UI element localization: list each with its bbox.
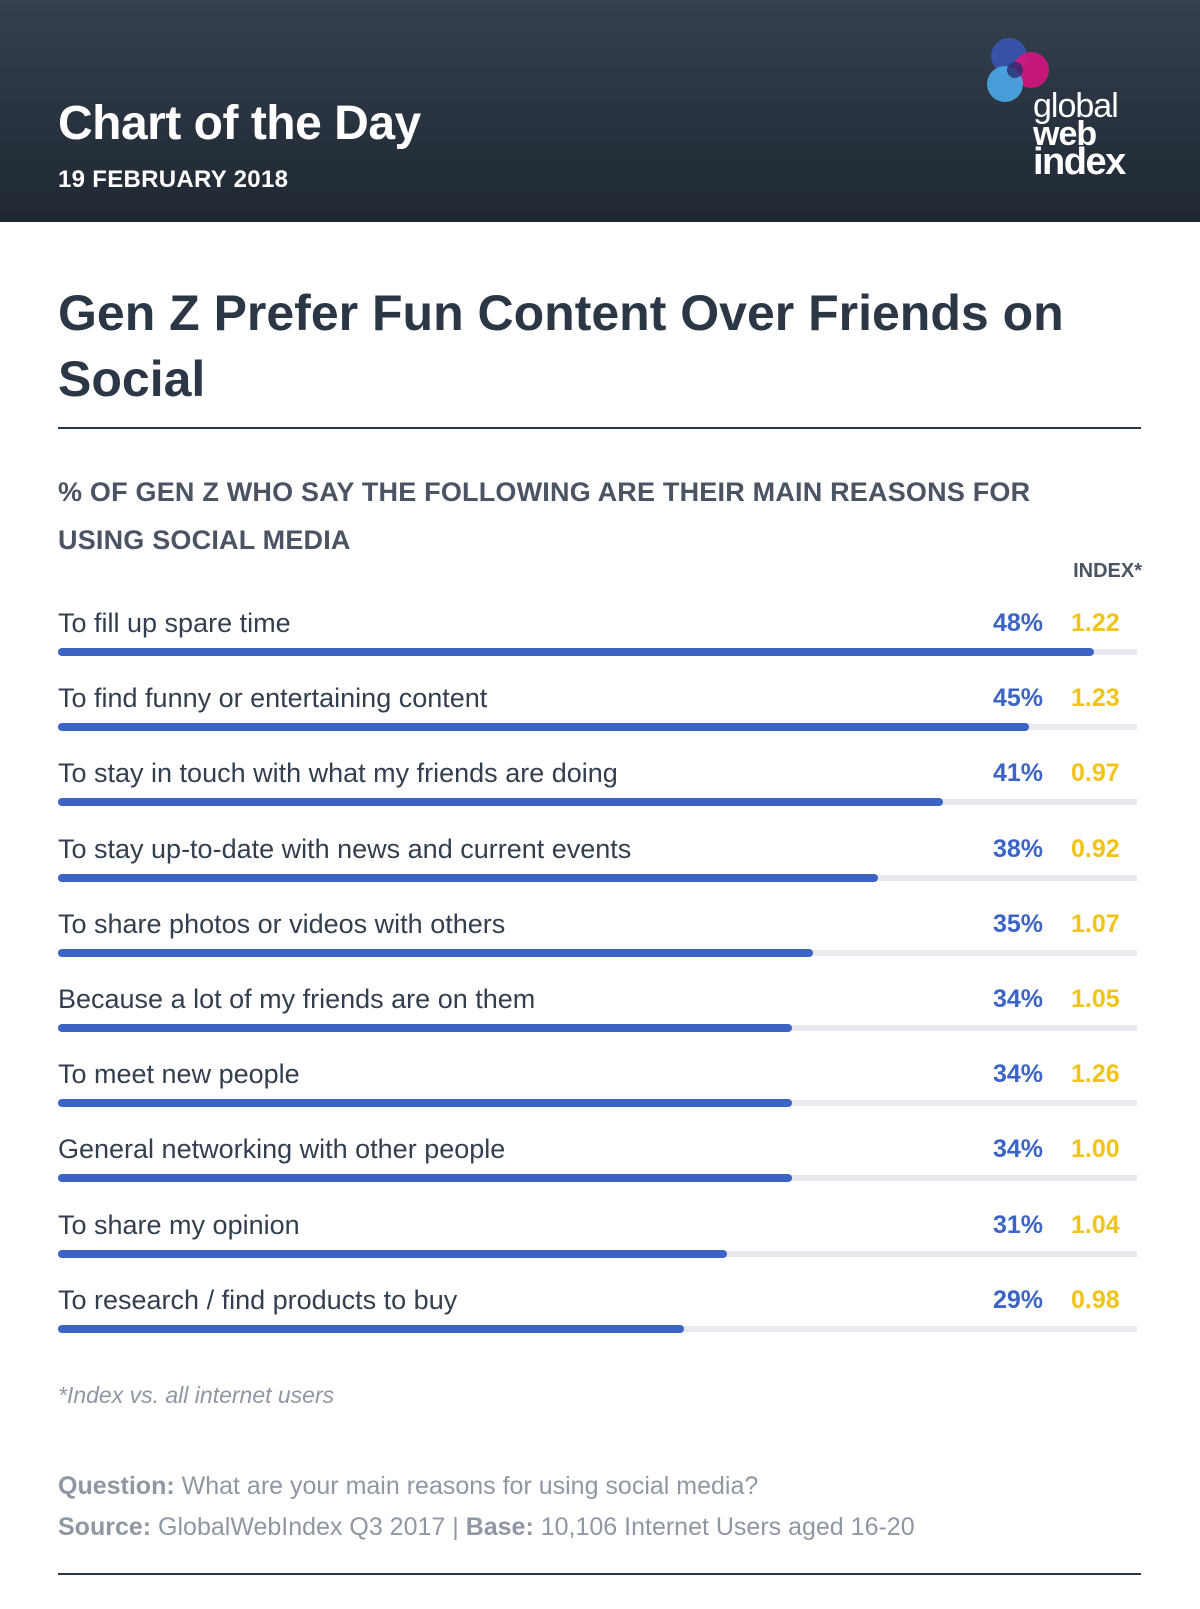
source-separator: | (452, 1513, 459, 1541)
index-value: 0.98 (1071, 1285, 1120, 1314)
logo-line-web: web (1033, 115, 1097, 153)
bar (58, 1249, 727, 1258)
index-value: 0.92 (1071, 834, 1120, 863)
bar-value-label: 38% (992, 834, 1043, 863)
source-line: Source: GlobalWebIndex Q3 2017 | Base: 1… (58, 1513, 915, 1542)
bar-value-label: 29% (992, 1285, 1043, 1314)
bar-value-label: 34% (992, 985, 1043, 1013)
page-title: Gen Z Prefer Fun Content Over Friends on… (58, 285, 1064, 407)
chart-subtitle: % OF GEN Z WHO SAY THE FOLLOWING ARE THE… (58, 477, 1031, 555)
bar-value-label: 48% (992, 609, 1043, 637)
bar-value-label: 34% (992, 1135, 1043, 1164)
globalwebindex-logo: global web index (985, 36, 1155, 196)
index-value: 1.05 (1071, 985, 1120, 1013)
source-label: Source: (58, 1513, 152, 1541)
bar-label: To find funny or entertaining content (58, 683, 488, 714)
bar (58, 1099, 792, 1108)
bar (58, 1324, 684, 1333)
logo-circles-icon (987, 38, 1049, 102)
bar-label: To stay in touch with what my friends ar… (58, 758, 618, 789)
bar-value-label: 45% (992, 684, 1043, 713)
bar-label: To share photos or videos with others (58, 908, 506, 939)
logo-line-index: index (1033, 141, 1126, 183)
index-value: 1.26 (1071, 1060, 1120, 1089)
question-line: Question: What are your main reasons for… (58, 1472, 758, 1501)
bar-value-label: 35% (992, 909, 1043, 938)
index-value: 1.23 (1071, 684, 1120, 713)
source-text: GlobalWebIndex Q3 2017 (158, 1513, 446, 1541)
logo-text: global web index (1033, 87, 1126, 183)
bar-label: To share my opinion (58, 1209, 300, 1240)
header-banner: Chart of the Day 19 FEBRUARY 2018 global… (0, 0, 1200, 222)
question-label: Question: (58, 1472, 175, 1500)
base-label: Base: (465, 1513, 534, 1541)
bar-label: To research / find products to buy (58, 1284, 458, 1315)
bar-label: Because a lot of my friends are on them (58, 984, 536, 1014)
index-value: 0.97 (1071, 759, 1120, 788)
index-value: 1.04 (1071, 1210, 1120, 1239)
bar-label: To meet new people (58, 1059, 300, 1090)
index-value: 1.00 (1071, 1135, 1120, 1164)
bar (58, 723, 1030, 732)
question-text: What are your main reasons for using soc… (181, 1472, 759, 1500)
bar (58, 648, 1094, 656)
footnote: *Index vs. all internet users (58, 1382, 335, 1408)
base-text: 10,106 Internet Users aged 16-20 (540, 1513, 915, 1541)
logo-line-global: global (1033, 87, 1119, 125)
index-value: 1.22 (1071, 609, 1120, 637)
bar (58, 1174, 792, 1183)
bar-label: To stay up-to-date with news and current… (58, 833, 632, 864)
bar-value-label: 34% (992, 1060, 1043, 1089)
header-title: Chart of the Day (58, 97, 421, 150)
bar (58, 948, 814, 957)
bar (58, 798, 943, 807)
index-column-header: INDEX* (1073, 560, 1142, 582)
title-divider (58, 427, 1141, 429)
bar (58, 873, 879, 882)
footer-divider (58, 1573, 1141, 1575)
index-value: 1.07 (1071, 909, 1120, 938)
bar-value-label: 41% (992, 759, 1043, 788)
bar-label: To fill up spare time (58, 608, 291, 638)
bar-label: General networking with other people (58, 1134, 506, 1165)
bar (58, 1024, 792, 1032)
bar-value-label: 31% (992, 1210, 1043, 1239)
header-date: 19 FEBRUARY 2018 (58, 166, 289, 193)
